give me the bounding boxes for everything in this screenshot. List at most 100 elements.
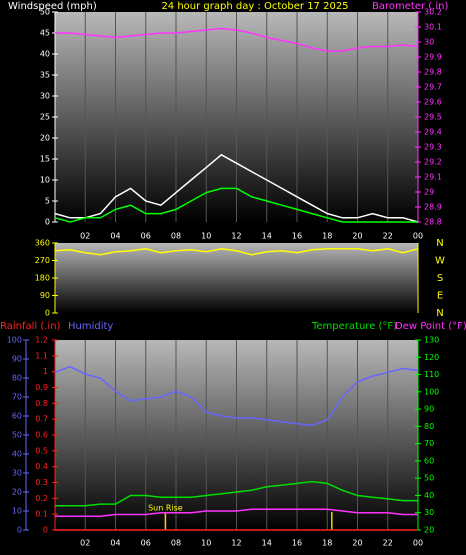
y2-tick-label: N [436, 238, 443, 249]
x-tick-label: 22 [383, 539, 393, 548]
y3-tick-label: 0 [17, 526, 22, 535]
x-tick-label: 18 [322, 539, 332, 548]
legend-entry: Temperature (°F) [311, 321, 397, 332]
y-tick-label: 0.4 [35, 462, 48, 471]
y-axis-label: Windspeed (mph) [8, 1, 97, 12]
y3-tick-label: 30 [12, 469, 22, 478]
y2-tick-label: 30 [424, 508, 434, 517]
y2-tick-label: 120 [424, 353, 439, 362]
y3-tick-label: 80 [12, 374, 22, 383]
y-tick-label: 25 [40, 113, 50, 122]
x-tick-label: 02 [80, 539, 90, 548]
series-line [55, 27, 419, 52]
series-line [55, 480, 418, 507]
y-tick-label: 1.1 [35, 351, 48, 360]
y-tick-label: 1 [43, 367, 48, 376]
x-tick-label: 00 [413, 232, 423, 241]
y2-axis-label: Barometer (.in) [372, 1, 448, 12]
y-tick-label: 360 [35, 239, 50, 248]
legend-entry: Rainfall (.in) [0, 321, 61, 332]
y-tick-label: 0.9 [35, 383, 48, 392]
x-tick-label: 16 [292, 539, 302, 548]
y2-tick-label: 40 [424, 491, 434, 500]
x-tick-label: 06 [141, 232, 151, 241]
plot-area [55, 243, 418, 313]
y2-tick-label: 29.8 [424, 68, 442, 77]
x-tick-label: 18 [322, 232, 332, 241]
y-tick-label: 180 [35, 274, 50, 283]
x-tick-label: 06 [141, 539, 151, 548]
y2-tick-label: 29.2 [424, 158, 442, 167]
y2-tick-label: 30.2 [424, 8, 442, 17]
y-tick-label: 50 [40, 8, 50, 17]
annotation: Sun Rise [148, 504, 183, 513]
y-tick-label: 40 [40, 50, 50, 59]
y3-tick-label: 60 [12, 412, 22, 421]
y2-tick-label: 29.4 [424, 128, 442, 137]
y-tick-label: 15 [40, 155, 50, 164]
y-tick-label: 270 [35, 256, 50, 265]
y2-tick-label: 100 [424, 387, 439, 396]
x-tick-label: 16 [292, 232, 302, 241]
y-tick-label: 0 [45, 218, 50, 227]
y2-tick-label: S [437, 273, 443, 284]
y-tick-label: 30 [40, 92, 50, 101]
y2-tick-label: 29.3 [424, 143, 442, 152]
x-tick-label: 08 [171, 232, 181, 241]
x-tick-label: 08 [171, 539, 181, 548]
series-line [55, 508, 418, 517]
y2-tick-label: 90 [424, 405, 434, 414]
y2-tick-label: 60 [424, 456, 434, 465]
y2-tick-label: 130 [424, 336, 439, 345]
y2-tick-label: 28.8 [424, 218, 442, 227]
y-tick-label: 0.3 [35, 478, 48, 487]
y-tick-label: 90 [40, 291, 50, 300]
y2-tick-label: 20 [424, 526, 434, 535]
y-tick-label: 45 [40, 29, 50, 38]
chart-title: 24 hour graph day : October 17 2025 [161, 1, 348, 12]
x-tick-label: 04 [110, 539, 120, 548]
y2-tick-label: 29.7 [424, 83, 442, 92]
y3-tick-label: 90 [12, 355, 22, 364]
y-tick-label: 1.2 [35, 336, 48, 345]
y-tick-label: 35 [40, 71, 50, 80]
y-tick-label: 0 [45, 309, 50, 318]
y-tick-label: 0.7 [35, 415, 48, 424]
legend-entry: Dew Point (°F) [395, 321, 466, 332]
y2-tick-label: 29 [424, 188, 434, 197]
y2-tick-label: 29.6 [424, 98, 442, 107]
y3-tick-label: 100 [7, 336, 22, 345]
y3-tick-label: 10 [12, 507, 22, 516]
y2-tick-label: 50 [424, 474, 434, 483]
y-tick-label: 10 [40, 176, 50, 185]
x-tick-label: 22 [383, 232, 393, 241]
x-tick-label: 12 [231, 539, 241, 548]
series-line [54, 365, 419, 427]
x-tick-label: 10 [201, 539, 211, 548]
y-tick-label: 5 [45, 197, 50, 206]
y3-tick-label: 50 [12, 431, 22, 440]
y2-tick-label: 30.1 [424, 23, 442, 32]
y2-tick-label: E [437, 291, 443, 302]
y2-tick-label: 30 [424, 38, 434, 47]
y3-tick-label: 20 [12, 488, 22, 497]
y2-tick-label: 29.1 [424, 173, 442, 182]
y2-tick-label: 29.5 [424, 113, 442, 122]
x-tick-label: 02 [80, 232, 90, 241]
y-tick-label: 0.2 [35, 494, 48, 503]
y-tick-label: 20 [40, 134, 50, 143]
x-tick-label: 14 [262, 539, 272, 548]
x-tick-label: 20 [352, 539, 362, 548]
y-tick-label: 0 [43, 526, 48, 535]
x-tick-label: 00 [413, 539, 423, 548]
y2-tick-label: 110 [424, 370, 439, 379]
y2-tick-label: 70 [424, 439, 434, 448]
y2-tick-label: 29.9 [424, 53, 442, 62]
x-tick-label: 10 [201, 232, 211, 241]
series-line [54, 153, 419, 223]
y2-tick-label: 28.9 [424, 203, 442, 212]
y2-tick-label: 80 [424, 422, 434, 431]
x-tick-label: 20 [352, 232, 362, 241]
